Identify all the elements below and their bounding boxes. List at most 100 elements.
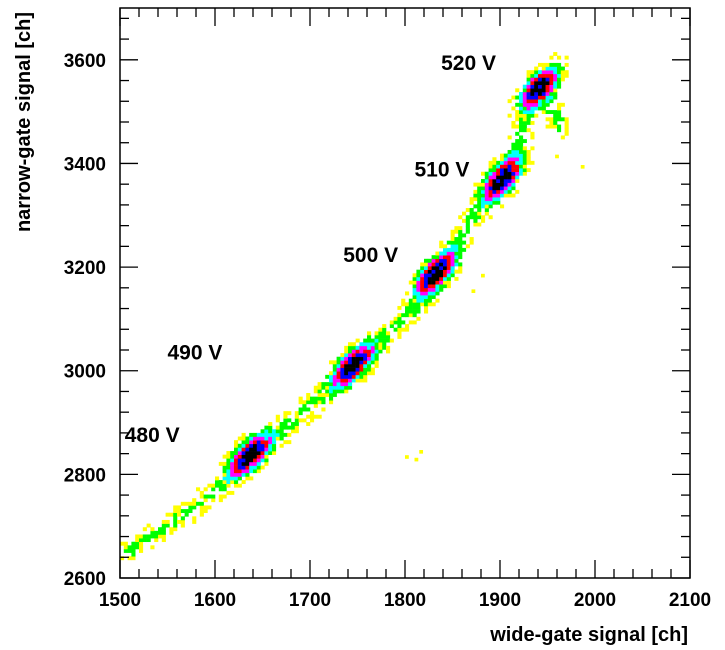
heatmap-cell: [477, 211, 482, 216]
heatmap-cell: [139, 545, 144, 550]
heatmap-cell: [420, 273, 425, 278]
heatmap-cell: [241, 454, 246, 459]
heatmap-cell: [279, 422, 284, 426]
heatmap-cell: [374, 338, 379, 343]
heatmap-cell: [412, 313, 417, 318]
x-tick-label: 1900: [479, 590, 521, 611]
heatmap-cell: [253, 454, 258, 459]
heatmap-cell: [355, 378, 360, 383]
heatmap-cell: [443, 269, 448, 274]
heatmap-cell: [519, 117, 524, 122]
heatmap-cell: [515, 157, 520, 162]
heatmap-cell: [435, 280, 440, 285]
heatmap-cell: [131, 541, 136, 546]
heatmap-cell: [541, 99, 546, 104]
heatmap-cell: [405, 309, 410, 314]
heatmap-cell: [454, 237, 459, 241]
heatmap-cell: [348, 363, 353, 368]
heatmap-cell: [321, 385, 326, 390]
heatmap-cell: [408, 305, 413, 310]
heatmap-cell: [348, 378, 353, 383]
heatmap-cell: [553, 124, 558, 129]
heatmap-cell: [389, 324, 394, 329]
heatmap-cell: [397, 324, 402, 329]
heatmap-cell: [329, 393, 334, 397]
heatmap-cell: [545, 70, 550, 75]
heatmap-cell: [310, 411, 315, 416]
heatmap-cell: [443, 276, 448, 281]
heatmap-cell: [454, 262, 459, 267]
heatmap-cell: [435, 251, 440, 256]
heatmap-cell: [458, 251, 463, 256]
heatmap-cell: [382, 334, 387, 339]
heatmap-cell: [199, 509, 204, 514]
heatmap-cell: [443, 247, 448, 252]
heatmap-cell: [500, 193, 505, 198]
heatmap-cell: [431, 280, 436, 285]
heatmap-cell: [446, 247, 451, 252]
heatmap-cell: [439, 287, 444, 292]
heatmap-cell: [454, 258, 459, 263]
heatmap-cell: [332, 382, 337, 387]
heatmap-cell: [268, 425, 273, 430]
heatmap-cell: [469, 215, 474, 220]
heatmap-cell: [370, 342, 375, 347]
heatmap-cell: [310, 414, 315, 419]
heatmap-cell: [462, 233, 467, 238]
heatmap-cell: [329, 382, 334, 387]
heatmap-cell: [199, 490, 204, 495]
heatmap-cell: [515, 95, 520, 100]
heatmap-cell: [192, 505, 197, 510]
heatmap-cell: [507, 193, 512, 198]
heatmap-cell: [534, 66, 539, 71]
heatmap-cell: [234, 440, 239, 445]
heatmap-cell: [264, 436, 269, 441]
heatmap-cell: [503, 171, 508, 176]
heatmap-cell: [325, 385, 330, 390]
heatmap-cell: [279, 436, 284, 441]
heatmap-cell: [446, 273, 451, 278]
heatmap-cell: [431, 266, 436, 270]
heatmap-cell: [245, 465, 250, 470]
heatmap-cell: [484, 182, 489, 187]
heatmap-cell: [120, 541, 125, 546]
heatmap-cell: [519, 124, 524, 129]
heatmap-cell: [332, 363, 337, 368]
heatmap-cell: [268, 436, 273, 441]
heatmap-cell: [226, 469, 231, 474]
heatmap-cell: [317, 393, 322, 397]
heatmap-cell: [184, 501, 189, 506]
heatmap-cell: [348, 382, 353, 387]
heatmap-cell: [249, 461, 254, 466]
heatmap-cell: [469, 237, 474, 241]
heatmap-cell: [496, 200, 501, 205]
heatmap-cell: [374, 363, 379, 368]
heatmap-cell: [169, 512, 174, 517]
heatmap-cell: [484, 208, 489, 212]
heatmap-cell: [481, 179, 486, 183]
heatmap-cell: [268, 422, 273, 426]
heatmap-cell: [564, 62, 569, 67]
heatmap-cell: [530, 95, 535, 100]
heatmap-cell: [329, 374, 334, 379]
heatmap-cell: [336, 367, 341, 372]
heatmap-cell: [367, 371, 372, 376]
heatmap-cell: [427, 258, 432, 263]
heatmap-cell: [511, 182, 516, 187]
heatmap-cell: [515, 113, 520, 118]
heatmap-cell: [545, 84, 550, 89]
heatmap-cell: [420, 287, 425, 292]
heatmap-cell: [511, 164, 516, 169]
heatmap-cell: [317, 414, 322, 419]
heatmap-cell: [549, 66, 554, 71]
heatmap-cell: [450, 233, 455, 238]
heatmap-cell: [484, 197, 489, 202]
heatmap-cell: [245, 447, 250, 452]
heatmap-cell: [526, 157, 531, 162]
heatmap-cell: [488, 193, 493, 198]
heatmap-cell: [450, 269, 455, 274]
heatmap-cell: [161, 519, 166, 524]
heatmap-cell: [492, 171, 497, 176]
heatmap-cell: [522, 160, 527, 165]
heatmap-cell: [450, 247, 455, 252]
